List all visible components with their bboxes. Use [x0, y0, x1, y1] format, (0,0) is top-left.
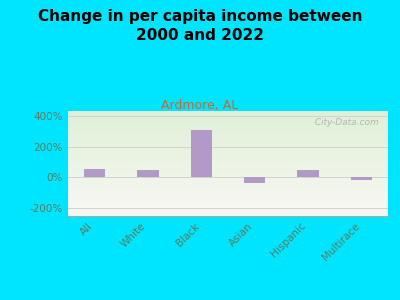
Bar: [137, 170, 159, 177]
Bar: [84, 169, 105, 177]
Text: City-Data.com: City-Data.com: [309, 118, 378, 127]
Bar: [191, 130, 212, 177]
Bar: [244, 177, 265, 183]
Text: Ardmore, AL: Ardmore, AL: [161, 99, 239, 112]
Bar: [351, 177, 372, 180]
Bar: [297, 170, 319, 177]
Text: Change in per capita income between
2000 and 2022: Change in per capita income between 2000…: [38, 9, 362, 43]
